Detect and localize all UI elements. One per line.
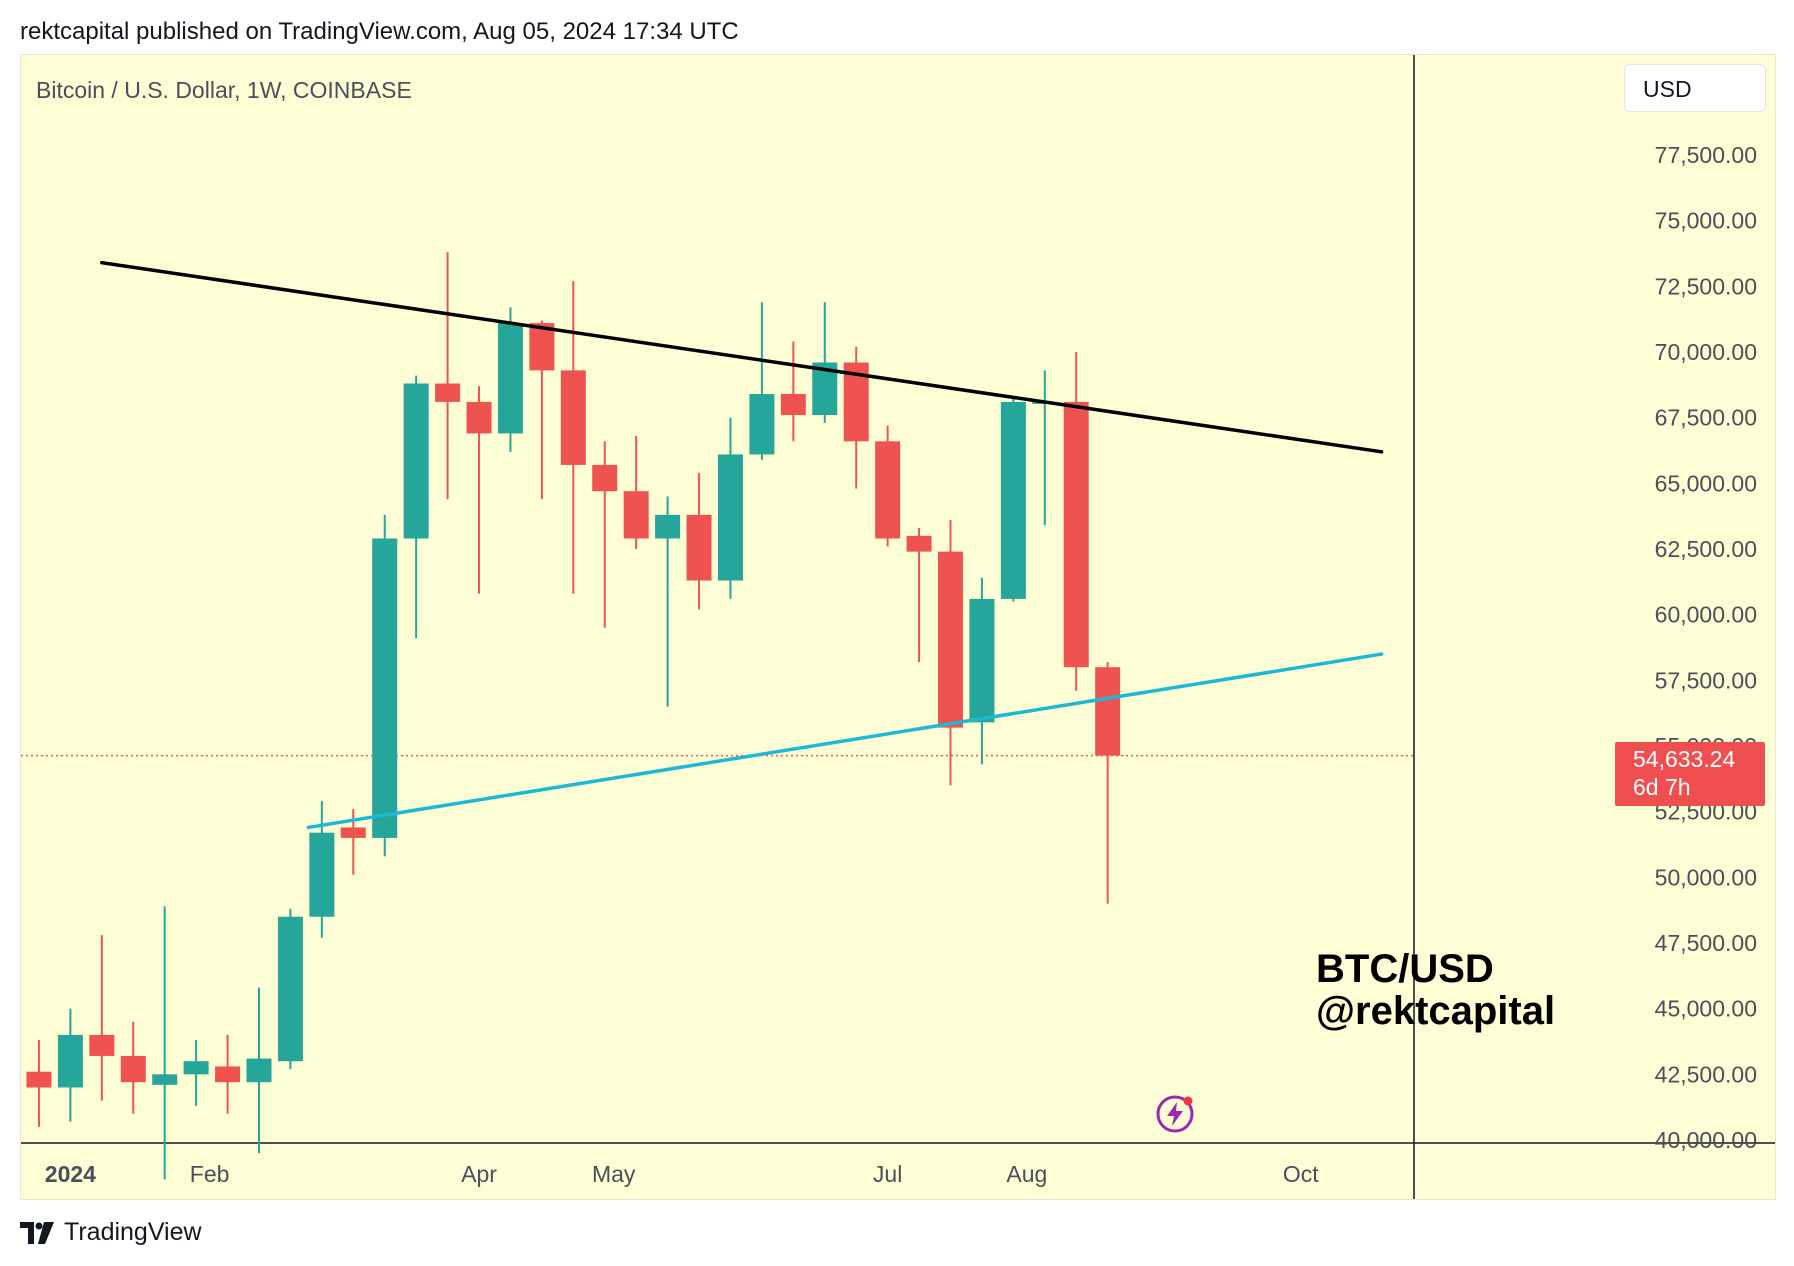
candle-body[interactable] — [875, 441, 901, 539]
candle-body[interactable] — [372, 538, 398, 838]
candle-body[interactable] — [780, 394, 806, 416]
y-tick-label: 45,000.00 — [1655, 996, 1757, 1022]
y-tick-label: 62,500.00 — [1655, 536, 1757, 562]
y-tick-label: 57,500.00 — [1655, 667, 1757, 693]
candle-body[interactable] — [340, 827, 366, 838]
chart-frame[interactable]: 77,500.00 75,000.00 72,500.00 70,000.00 67,5… — [20, 54, 1776, 1200]
candle-body[interactable] — [152, 1074, 178, 1085]
flash-icon[interactable] — [1155, 1094, 1195, 1134]
candle-body[interactable] — [215, 1066, 241, 1083]
y-tick-label: 42,500.00 — [1655, 1061, 1757, 1087]
candle-body[interactable] — [906, 535, 932, 552]
y-tick-label: 50,000.00 — [1655, 864, 1757, 890]
y-tick-label: 65,000.00 — [1655, 470, 1757, 496]
y-tick-label: 47,500.00 — [1655, 930, 1757, 956]
candle-body[interactable] — [686, 514, 712, 581]
candle-body[interactable] — [435, 383, 461, 402]
footer: TradingView — [20, 1218, 202, 1247]
last-price-value: 54,633.24 — [1633, 746, 1736, 772]
currency-button[interactable]: USD — [1624, 64, 1766, 112]
last-price-badge: 54,633.24 6d 7h — [1615, 742, 1765, 806]
footer-brand[interactable]: TradingView — [64, 1218, 202, 1246]
candle-body[interactable] — [26, 1071, 52, 1088]
candle-body[interactable] — [309, 832, 335, 917]
candle-body[interactable] — [466, 401, 492, 434]
y-tick-label: 60,000.00 — [1655, 602, 1757, 628]
chart-watermark: BTC/USD @rektcapital — [1316, 948, 1555, 1032]
candle-body[interactable] — [1063, 401, 1089, 668]
candle-body[interactable] — [1095, 667, 1121, 756]
x-tick-label: 2024 — [45, 1161, 96, 1187]
candle-body[interactable] — [497, 323, 523, 434]
watermark-line-2: @rektcapital — [1316, 989, 1556, 1033]
candle-body[interactable] — [403, 383, 429, 539]
candle-body[interactable] — [246, 1058, 272, 1083]
candle-body[interactable] — [183, 1061, 209, 1075]
x-tick-label: Jul — [873, 1161, 902, 1187]
candle-body[interactable] — [57, 1034, 83, 1088]
bar-countdown: 6d 7h — [1633, 774, 1691, 800]
candle-body[interactable] — [277, 916, 303, 1062]
x-tick-label: May — [592, 1161, 636, 1187]
candle-body[interactable] — [120, 1055, 146, 1083]
y-tick-label: 75,000.00 — [1655, 208, 1757, 234]
y-tick-label: 77,500.00 — [1655, 142, 1757, 168]
candle-body[interactable] — [717, 454, 743, 581]
y-tick-label: 70,000.00 — [1655, 339, 1757, 365]
candle-body[interactable] — [623, 491, 649, 539]
candle-body[interactable] — [969, 598, 995, 723]
x-tick-label: Aug — [1006, 1161, 1047, 1187]
candlestick-chart[interactable]: 77,500.00 75,000.00 72,500.00 70,000.00 67,5… — [21, 55, 1775, 1199]
y-tick-label: 72,500.00 — [1655, 273, 1757, 299]
x-tick-label: Oct — [1283, 1161, 1319, 1187]
y-tick-label: 40,000.00 — [1655, 1127, 1757, 1153]
resistance-trendline[interactable] — [100, 260, 1384, 454]
x-tick-label: Apr — [461, 1161, 497, 1187]
y-tick-label: 67,500.00 — [1655, 405, 1757, 431]
candle-body[interactable] — [655, 514, 681, 539]
support-trendline[interactable] — [306, 652, 1384, 830]
candle-body[interactable] — [89, 1034, 115, 1056]
candle-body[interactable] — [1000, 401, 1026, 599]
x-tick-label: Feb — [190, 1161, 230, 1187]
watermark-line-1: BTC/USD — [1316, 947, 1494, 991]
candle-body[interactable] — [560, 370, 586, 465]
candle-body[interactable] — [592, 464, 618, 492]
candle-body[interactable] — [749, 394, 775, 455]
candle-body[interactable] — [937, 551, 963, 728]
tradingview-logo-icon[interactable] — [20, 1221, 56, 1244]
publish-header: rektcapital published on TradingView.com… — [20, 18, 739, 45]
candle-body[interactable] — [529, 323, 555, 371]
symbol-title[interactable]: Bitcoin / U.S. Dollar, 1W, COINBASE — [36, 77, 412, 103]
